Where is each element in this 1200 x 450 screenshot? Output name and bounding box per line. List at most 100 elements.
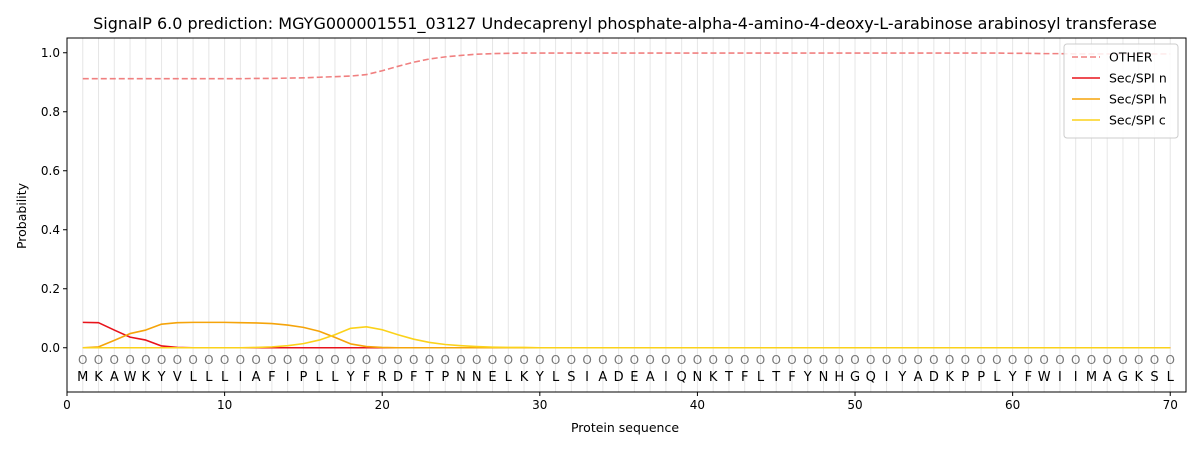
residue-label: I — [238, 370, 242, 385]
residue-label: Q — [866, 370, 876, 385]
state-marker: O — [976, 353, 985, 367]
residue-label: K — [945, 370, 954, 385]
residue-label: Y — [897, 370, 906, 385]
residue-label: A — [1103, 370, 1112, 385]
residue-label: N — [456, 370, 466, 385]
residue-label: A — [914, 370, 923, 385]
legend-label: Sec/SPI h — [1109, 92, 1167, 107]
state-marker: O — [1055, 353, 1064, 367]
chart-title: SignalP 6.0 prediction: MGYG000001551_03… — [93, 14, 1157, 34]
series-line-sec-spi-h — [82, 321, 1171, 349]
sequence-row: OMOKOAOWOKOYOVOLOLOLOIOAOFOIOPOLOLOYOFOR… — [77, 353, 1175, 385]
residue-label: Y — [346, 370, 355, 385]
state-marker: O — [1134, 353, 1143, 367]
y-tick-label: 0.6 — [41, 164, 60, 178]
residue-label: V — [173, 370, 182, 385]
state-marker: O — [1102, 353, 1111, 367]
residue-label: G — [850, 370, 860, 385]
state-marker: O — [125, 353, 134, 367]
state-marker: O — [393, 353, 402, 367]
axes: 0 10 20 30 40 50 60 70 0.0 0.2 0.4 0.6 0.8 1.0 — [41, 46, 1178, 412]
state-marker: O — [724, 353, 733, 367]
y-tick-label: 0.2 — [41, 282, 60, 296]
residue-label: P — [441, 370, 449, 385]
residue-label: I — [286, 370, 290, 385]
x-tick-label: 50 — [847, 398, 862, 412]
residue-label: A — [252, 370, 261, 385]
residue-label: L — [316, 370, 324, 385]
residue-label: I — [664, 370, 668, 385]
state-marker: O — [1024, 353, 1033, 367]
state-marker: O — [141, 353, 150, 367]
residue-label: E — [630, 370, 638, 385]
x-tick-label: 20 — [375, 398, 390, 412]
state-marker: O — [157, 353, 166, 367]
residue-label: K — [142, 370, 151, 385]
state-marker: O — [929, 353, 938, 367]
residue-label: A — [646, 370, 655, 385]
state-marker: O — [898, 353, 907, 367]
state-marker: O — [441, 353, 450, 367]
residue-label: N — [819, 370, 829, 385]
state-marker: O — [1087, 353, 1096, 367]
state-marker: O — [645, 353, 654, 367]
residue-label: F — [363, 370, 370, 385]
state-marker: O — [188, 353, 197, 367]
x-axis-title: Protein sequence — [571, 420, 679, 435]
residue-label: L — [993, 370, 1001, 385]
y-tick-label: 0.0 — [41, 341, 60, 355]
residue-label: F — [788, 370, 795, 385]
residue-label: F — [741, 370, 748, 385]
state-marker: O — [377, 353, 386, 367]
residue-label: D — [929, 370, 939, 385]
series-line-other — [82, 52, 1171, 80]
residue-label: I — [1074, 370, 1078, 385]
residue-label: I — [585, 370, 589, 385]
state-marker: O — [835, 353, 844, 367]
state-marker: O — [299, 353, 308, 367]
legend-label: Sec/SPI n — [1109, 71, 1167, 86]
state-marker: O — [661, 353, 670, 367]
state-marker: O — [771, 353, 780, 367]
state-marker: O — [220, 353, 229, 367]
residue-label: Q — [677, 370, 687, 385]
residue-label: N — [693, 370, 703, 385]
x-tick-label: 40 — [690, 398, 705, 412]
legend-label: OTHER — [1109, 50, 1153, 65]
residue-label: S — [567, 370, 575, 385]
residue-label: M — [1086, 370, 1097, 385]
state-marker: O — [488, 353, 497, 367]
state-marker: O — [535, 353, 544, 367]
x-tick-label: 70 — [1163, 398, 1178, 412]
y-tick-label: 1.0 — [41, 46, 60, 60]
x-tick-label: 10 — [217, 398, 232, 412]
residue-label: Y — [1008, 370, 1017, 385]
state-marker: O — [598, 353, 607, 367]
state-marker: O — [504, 353, 513, 367]
state-marker: O — [346, 353, 355, 367]
legend: OTHER Sec/SPI n Sec/SPI h Sec/SPI c — [1063, 43, 1179, 139]
state-marker: O — [803, 353, 812, 367]
state-marker: O — [362, 353, 371, 367]
state-marker: O — [882, 353, 891, 367]
state-marker: O — [204, 353, 213, 367]
legend-box — [1063, 43, 1179, 139]
state-marker: O — [519, 353, 528, 367]
state-marker: O — [314, 353, 323, 367]
residue-label: S — [1150, 370, 1158, 385]
grid-lines — [82, 38, 1171, 392]
residue-label: F — [268, 370, 275, 385]
residue-label: L — [331, 370, 339, 385]
state-marker: O — [1008, 353, 1017, 367]
residue-label: I — [1058, 370, 1062, 385]
state-marker: O — [740, 353, 749, 367]
residue-label: E — [488, 370, 496, 385]
state-marker: O — [945, 353, 954, 367]
y-axis-title: Probability — [14, 182, 29, 249]
state-marker: O — [110, 353, 119, 367]
residue-label: Y — [803, 370, 812, 385]
state-marker: O — [1071, 353, 1080, 367]
residue-label: P — [961, 370, 969, 385]
x-tick-label: 30 — [532, 398, 547, 412]
